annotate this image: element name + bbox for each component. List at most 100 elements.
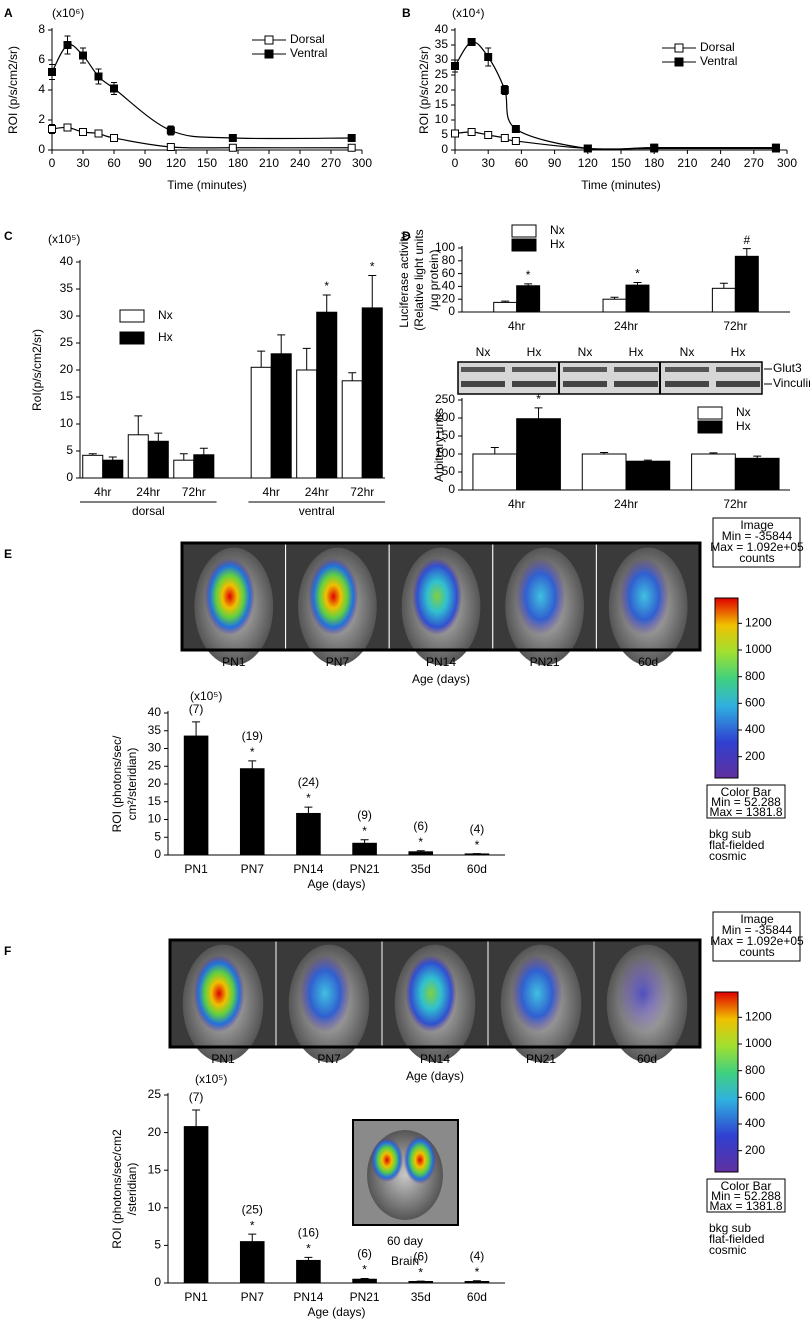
error-bar: [179, 453, 188, 461]
annotation: *: [306, 791, 311, 805]
colorbar-tick-label: 200: [745, 749, 765, 763]
y-tick-label: 10: [148, 1200, 162, 1214]
annotation: *: [362, 1263, 367, 1277]
point: [79, 128, 87, 136]
y-tick-label: 0: [448, 482, 455, 496]
x-tick-label: 120: [166, 156, 186, 170]
lane-label: Nx: [476, 345, 491, 359]
legend-marker: [674, 43, 684, 53]
group-label: ventral: [299, 504, 335, 518]
image-label: PN14: [420, 1052, 450, 1066]
y-tick-label: 30: [60, 308, 74, 322]
image-label: PN21: [530, 655, 560, 669]
bar: [408, 851, 434, 856]
y-axis-label: (Relative light units: [412, 229, 426, 330]
panel-label: E: [4, 547, 12, 561]
error-bar: [534, 407, 543, 419]
legend-label: Dorsal: [290, 32, 325, 46]
legend-label: Ventral: [290, 46, 327, 60]
band: [461, 381, 505, 387]
band: [563, 367, 607, 372]
error-bar: [134, 415, 143, 435]
error-bar: [524, 283, 533, 286]
annotation: *: [306, 1242, 311, 1256]
multiplier: (x10⁵): [195, 1072, 227, 1086]
annotation: *: [250, 1218, 255, 1232]
signal: [193, 954, 245, 1033]
n-label: (19): [242, 729, 263, 743]
colorbar-tick-label: 400: [745, 1116, 765, 1130]
error-bar: [643, 459, 652, 462]
colorbar-header-text: Min = -35844: [722, 529, 793, 543]
bar: [408, 1280, 434, 1284]
lane-label: Hx: [731, 345, 746, 359]
n-label: (4): [470, 1249, 485, 1263]
y-tick-label: 20: [442, 291, 456, 305]
multiplier: (x10⁶): [52, 6, 84, 20]
band: [461, 367, 505, 372]
x-tick-label: 210: [259, 156, 279, 170]
bar: [239, 768, 265, 856]
band: [563, 381, 607, 387]
colorbar-footer-text: Color Bar: [721, 785, 772, 799]
colorbar-footer-text: Max = 1381.8: [709, 805, 782, 819]
image-label: 60d: [638, 655, 658, 669]
bar: [296, 812, 321, 856]
signal: [405, 954, 457, 1033]
y-tick-label: 25: [148, 1087, 162, 1101]
inset-label: 60 day: [387, 1234, 423, 1248]
point: [467, 38, 476, 46]
x-tick-label: 0: [49, 156, 56, 170]
image-frame: [180, 541, 702, 652]
error-bar: [248, 760, 257, 769]
error-bar: [277, 334, 286, 354]
point: [500, 86, 509, 94]
colorbar: [714, 991, 739, 1173]
x-tick-label: 72hr: [723, 497, 747, 511]
legend-label: Hx: [550, 237, 565, 251]
point: [583, 144, 592, 153]
x-tick-label: PN21: [350, 1290, 380, 1304]
bar: [250, 366, 272, 479]
band: [716, 367, 760, 372]
x-tick-label: 4hr: [508, 319, 525, 333]
colorbar-header-text: Image: [740, 518, 774, 532]
legend-marker: [674, 57, 684, 67]
bar: [296, 1259, 321, 1284]
colorbar-header-text: counts: [739, 945, 774, 959]
error-bar: [304, 1256, 313, 1261]
y-tick-label: 15: [60, 389, 74, 403]
x-tick-label: PN1: [184, 862, 208, 876]
y-tick-label: 2: [38, 112, 45, 126]
colorbar-footer-text: Min = 52.288: [711, 795, 781, 809]
lane-label: Hx: [629, 345, 644, 359]
bar: [147, 440, 169, 479]
annotation: *: [418, 1265, 423, 1279]
point: [166, 143, 175, 151]
y-tick-label: 8: [38, 22, 45, 36]
error-bar: [199, 447, 208, 455]
y-tick-label: 35: [435, 37, 449, 51]
band: [512, 381, 556, 387]
y-tick-label: 20: [60, 362, 74, 376]
x-tick-label: 24hr: [136, 485, 160, 499]
error-bar: [600, 452, 609, 454]
colorbar-header-text: Max = 1.092e+05: [710, 540, 804, 554]
legend-label: Ventral: [700, 54, 737, 68]
signal: [204, 557, 255, 636]
legend-label: Hx: [158, 330, 173, 344]
group-label: dorsal: [132, 504, 165, 518]
point: [94, 72, 103, 81]
legend-label: Hx: [736, 419, 751, 433]
legend-marker: [697, 406, 723, 420]
y-tick-label: 20: [435, 82, 449, 96]
n-label: (16): [298, 1226, 319, 1240]
y-tick-label: 20: [148, 1125, 162, 1139]
multiplier: (x10⁴): [452, 6, 485, 20]
x-axis-label: Time (minutes): [167, 178, 247, 192]
point: [347, 143, 356, 152]
bar: [316, 311, 338, 479]
error-bar: [753, 455, 762, 459]
image-xlabel: Age (days): [406, 1069, 464, 1083]
legend-label: Nx: [158, 308, 173, 322]
